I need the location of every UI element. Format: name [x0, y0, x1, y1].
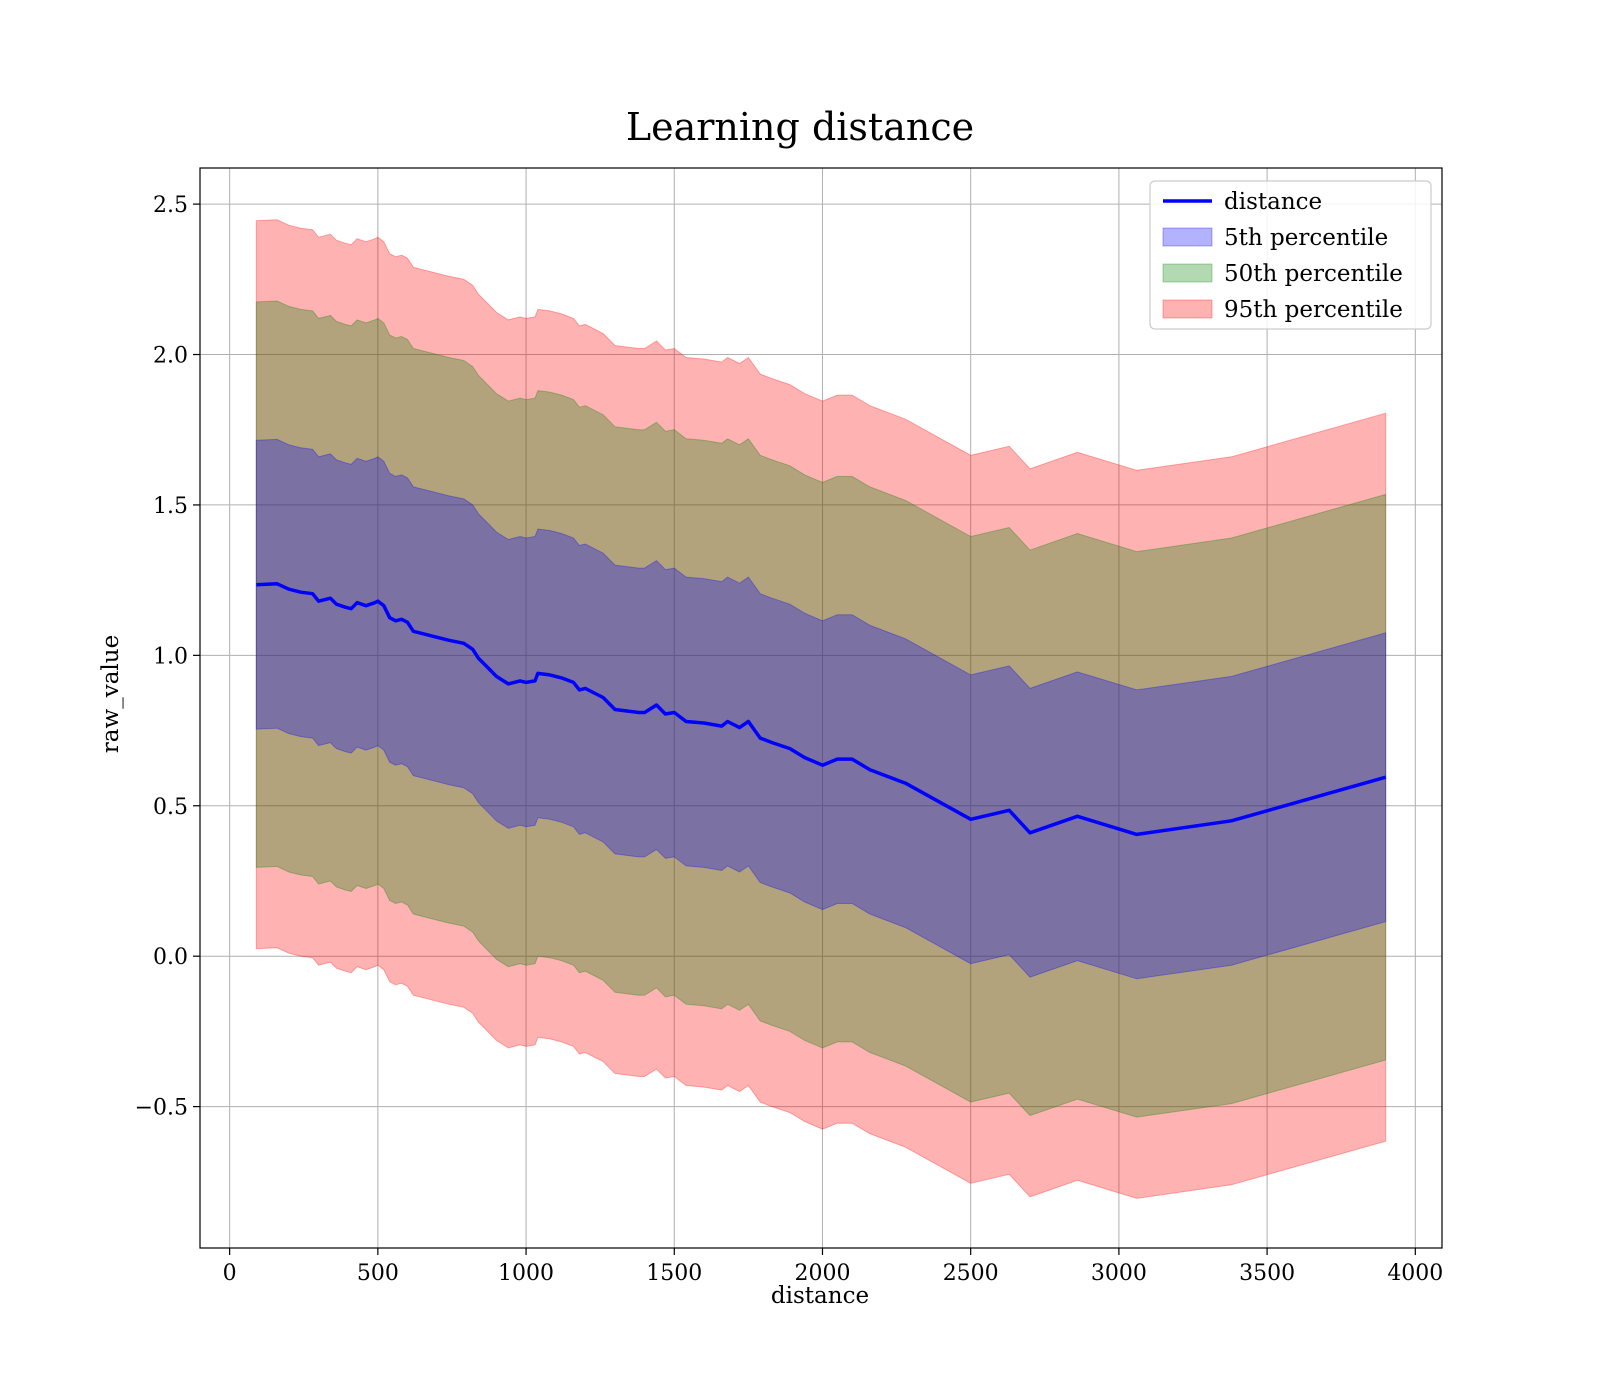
legend-label: distance [1224, 189, 1322, 215]
legend-label: 5th percentile [1224, 225, 1388, 251]
series-line-distance [256, 582, 1387, 837]
x-tick-label: 2500 [943, 1261, 999, 1286]
y-tick-label: 1.0 [153, 644, 188, 669]
legend-label: 95th percentile [1224, 297, 1403, 323]
chart-title: Learning distance [626, 105, 974, 149]
x-tick-label: 3000 [1091, 1261, 1147, 1286]
x-tick-label: 1000 [498, 1261, 554, 1286]
x-axis-ticks: 0 500 1000 1500 2000 2500 3000 3500 4000 [223, 1248, 1443, 1286]
x-tick-label: 3500 [1239, 1261, 1295, 1286]
plot-frame [199, 167, 1443, 1249]
y-tick-label: 0.5 [153, 795, 188, 820]
band-50th-percentile [255, 300, 1387, 1118]
band-95th-percentile [255, 219, 1387, 1199]
x-axis-label: distance [771, 1283, 869, 1309]
legend-box [1149, 180, 1432, 330]
legend-patch-swatch [1162, 299, 1213, 319]
grid-lines [200, 168, 1442, 1248]
x-tick-label: 500 [357, 1261, 399, 1286]
x-tick-label: 4000 [1387, 1261, 1443, 1286]
x-tick-label: 0 [223, 1261, 237, 1286]
x-tick-label: 1500 [646, 1261, 702, 1286]
series-lines [256, 582, 1387, 837]
legend: distance 5th percentile 50th percentile 95t… [1149, 180, 1432, 330]
band-5th-percentile [255, 438, 1387, 980]
y-axis-label: raw_value [98, 635, 124, 753]
y-tick-label: 2.0 [153, 344, 188, 369]
y-axis-ticks: −0.5 0.0 0.5 1.0 1.5 2.0 2.5 [135, 193, 200, 1121]
x-tick-label: 2000 [794, 1261, 850, 1286]
percentile-bands [255, 219, 1387, 1199]
y-tick-label: 0.0 [153, 945, 188, 970]
legend-label: 50th percentile [1224, 261, 1403, 287]
y-tick-label: −0.5 [135, 1096, 188, 1121]
y-tick-label: 2.5 [153, 193, 188, 218]
legend-patch-swatch [1162, 227, 1213, 247]
legend-patch-swatch [1162, 263, 1213, 283]
y-tick-label: 1.5 [153, 494, 188, 519]
